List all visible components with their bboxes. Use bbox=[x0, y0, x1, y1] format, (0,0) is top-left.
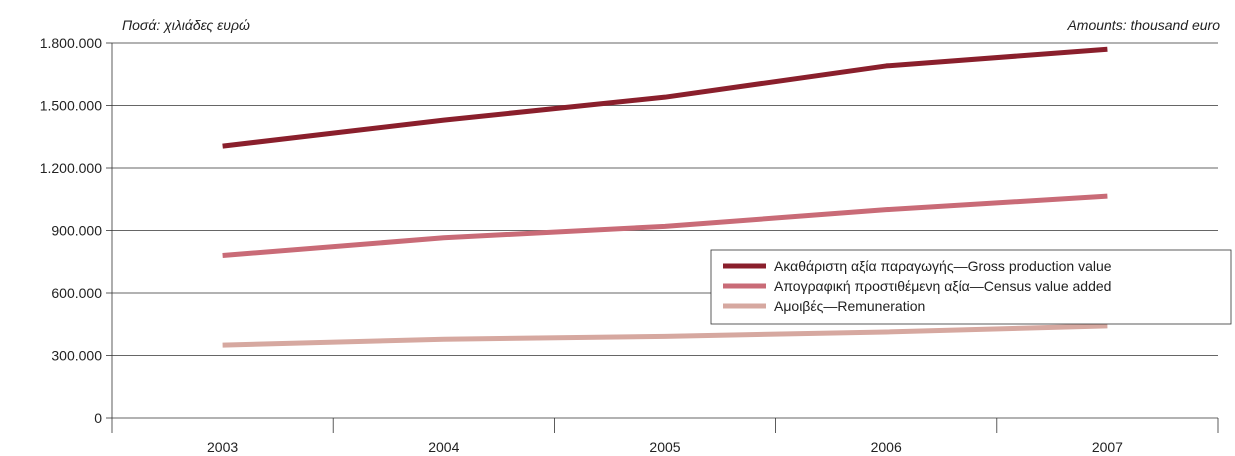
x-tick-label: 2003 bbox=[207, 439, 238, 455]
legend-label-3: Αμοιβές—Remuneration bbox=[774, 298, 925, 314]
y-tick-label: 300.000 bbox=[51, 348, 102, 364]
series-line-1 bbox=[222, 46, 1108, 149]
y-tick-label: 1.200.000 bbox=[40, 160, 102, 176]
legend-box bbox=[710, 249, 1232, 325]
y-tick-label: 1.500.000 bbox=[40, 98, 102, 114]
x-tick-label: 2006 bbox=[871, 439, 902, 455]
legend-label-1: Ακαθάριστη αξία παραγωγής—Gross producti… bbox=[774, 258, 1112, 274]
legend-label-2: Απογραφική προστιθέμενη αξία—Census valu… bbox=[774, 278, 1111, 294]
series-line-3 bbox=[222, 323, 1108, 348]
x-tick-label: 2004 bbox=[428, 439, 459, 455]
y-tick-label: 600.000 bbox=[51, 285, 102, 301]
y-tick-label: 900.000 bbox=[51, 223, 102, 239]
unit-label-english: Amounts: thousand euro bbox=[1067, 17, 1220, 33]
x-tick-label: 2005 bbox=[649, 439, 680, 455]
series-line-2 bbox=[222, 193, 1108, 258]
unit-label-greek: Ποσά: χιλιάδες ευρώ bbox=[122, 17, 250, 33]
y-tick-label: 1.800.000 bbox=[40, 35, 102, 51]
x-tick-label: 2007 bbox=[1092, 439, 1123, 455]
y-tick-label: 0 bbox=[94, 410, 102, 426]
